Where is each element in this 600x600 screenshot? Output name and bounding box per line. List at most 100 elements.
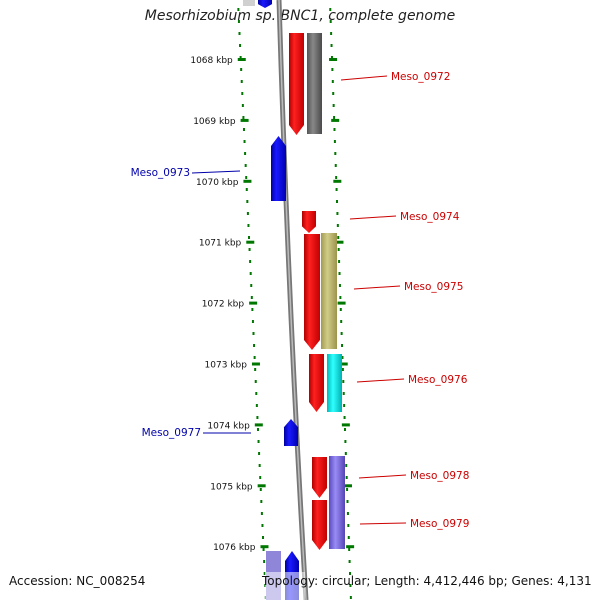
outer-dot xyxy=(331,80,334,83)
outer-dot xyxy=(330,44,333,47)
outer-dot xyxy=(332,92,335,95)
gene-meso-0975 xyxy=(304,234,320,350)
inner-dot xyxy=(259,476,262,479)
cog-bar-0975 xyxy=(321,233,337,349)
outer-dot xyxy=(336,200,338,203)
gene-label-meso-0974: Meso_0974 xyxy=(400,211,460,223)
tick-label: 1072 kbp xyxy=(202,300,245,310)
genome-title: Mesorhizobium sp. BNC1, complete genome xyxy=(144,8,456,24)
gene-label-meso-0973: Meso_0973 xyxy=(131,167,190,179)
inner-dot xyxy=(263,572,266,575)
outer-tick-mark xyxy=(341,423,350,427)
gene-label-meso-0975-leader xyxy=(353,285,401,290)
gene-label-meso-0978-leader xyxy=(358,474,407,479)
gene-labels: Meso_0972 Meso_0973 Meso_0974 Meso_0975 Meso… xyxy=(131,71,470,530)
tick-mark xyxy=(237,58,246,61)
ruler-ticks: 1068 kbp 1069 kbp 1070 kbp 1071 kbp 1072 kbp… xyxy=(190,56,355,553)
inner-dot xyxy=(258,464,261,467)
gene-meso-0973 xyxy=(271,136,286,201)
inner-dot xyxy=(251,308,254,311)
inner-dot xyxy=(250,284,253,287)
inner-dot xyxy=(246,200,249,203)
outer-dot xyxy=(345,464,348,467)
gene-label-meso-0979-leader xyxy=(359,522,407,525)
gene-label-meso-0974-leader xyxy=(349,215,397,220)
inner-dot xyxy=(257,440,260,443)
gene-meso-0978 xyxy=(312,457,327,498)
outer-dot xyxy=(330,56,333,59)
outer-tick-mark xyxy=(329,58,338,61)
cog-top-partial xyxy=(243,0,255,6)
inner-dot xyxy=(237,20,240,23)
topology-text: Topology: circular; Length: 4,412,446 bp… xyxy=(262,574,592,588)
tick-mark xyxy=(240,118,249,122)
outer-dot xyxy=(344,452,347,455)
outer-dot xyxy=(344,440,347,443)
outer-dot xyxy=(336,224,339,227)
gene-top-partial xyxy=(258,0,272,8)
cog-bar-0972 xyxy=(307,33,322,134)
tick-mark xyxy=(243,179,252,183)
outer-dot xyxy=(346,500,349,503)
inner-dot xyxy=(241,104,244,107)
outer-tick-mark xyxy=(331,118,340,122)
inner-dot xyxy=(247,224,250,227)
outer-dot xyxy=(334,164,337,167)
outer-dot xyxy=(339,296,342,299)
inner-dot xyxy=(238,32,241,35)
outer-dot xyxy=(341,368,344,371)
inner-dot xyxy=(241,92,244,95)
outer-dot xyxy=(332,104,335,107)
gene-label-meso-0973-leader xyxy=(191,170,241,174)
tick-mark xyxy=(260,545,269,549)
tick-label: 1068 kbp xyxy=(190,56,233,66)
inner-dot xyxy=(249,260,252,263)
inner-dot xyxy=(246,212,249,215)
inner-dot xyxy=(262,548,265,551)
outer-dot xyxy=(333,116,336,119)
inner-dot xyxy=(245,176,248,179)
tick-label: 1070 kbp xyxy=(196,178,239,188)
gene-label-meso-0972-leader xyxy=(340,75,388,81)
outer-tick-mark xyxy=(335,240,344,244)
outer-dot xyxy=(335,176,338,179)
inner-dot xyxy=(256,428,259,431)
outer-dot xyxy=(347,524,350,527)
outer-dot xyxy=(342,392,345,395)
outer-dot xyxy=(334,152,337,155)
inner-dot xyxy=(263,560,266,563)
inner-dot xyxy=(237,8,240,11)
outer-dot xyxy=(335,188,338,191)
inner-dot xyxy=(242,128,245,131)
gene-label-meso-0972: Meso_0972 xyxy=(391,71,450,83)
outer-dot xyxy=(341,344,344,347)
gene-label-meso-0978: Meso_0978 xyxy=(410,470,469,482)
tick-mark xyxy=(257,484,266,488)
outer-dot xyxy=(341,356,344,359)
inner-dot xyxy=(255,392,258,395)
backbone-highlight xyxy=(278,0,307,600)
gene-label-meso-0975: Meso_0975 xyxy=(404,281,463,293)
inner-dot xyxy=(259,488,262,491)
inner-dot xyxy=(242,116,245,119)
accession-text: Accession: NC_008254 xyxy=(9,574,146,588)
outer-tick-mark xyxy=(333,179,342,183)
bottom-fade xyxy=(265,572,305,600)
gene-meso-0977 xyxy=(284,419,298,446)
inner-dot xyxy=(256,416,259,419)
gene-label-meso-0976: Meso_0976 xyxy=(408,374,468,386)
outer-dot xyxy=(333,140,336,143)
outer-tick-mark xyxy=(343,484,352,488)
outer-dot xyxy=(349,584,352,587)
outer-dot xyxy=(338,284,341,287)
outer-dot xyxy=(330,32,333,35)
gene-features xyxy=(258,0,327,600)
outer-dot xyxy=(346,512,349,515)
tick-label: 1075 kbp xyxy=(210,482,253,492)
outer-tick-mark xyxy=(337,301,346,305)
outer-dot xyxy=(329,8,332,11)
gene-label-meso-0977: Meso_0977 xyxy=(142,427,201,439)
inner-dot xyxy=(244,152,247,155)
outer-dot xyxy=(340,320,343,323)
